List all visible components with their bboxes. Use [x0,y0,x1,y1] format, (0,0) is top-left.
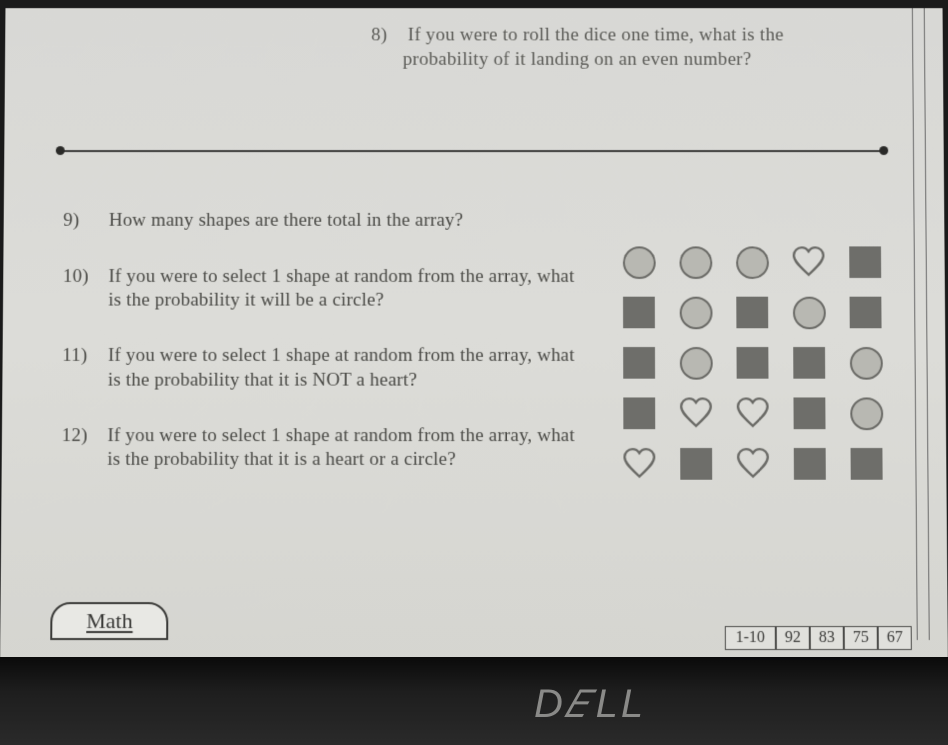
heart-icon [791,245,827,280]
question-8: 8) If you were to roll the dice one time… [371,24,923,72]
worksheet-screen: 8) If you were to roll the dice one time… [0,8,948,670]
monitor-bezel: DELL [0,657,948,745]
circle-icon [848,396,884,432]
question-12: 12)If you were to select 1 shape at rand… [61,424,589,472]
heart-icon [621,446,657,482]
score-cell: 67 [878,626,912,650]
square-icon [734,295,770,331]
question-number: 9) [63,209,109,233]
shape-row [621,345,906,381]
square-icon [678,446,714,482]
worksheet-page: 8) If you were to roll the dice one time… [0,8,948,670]
question-11: 11)If you were to select 1 shape at rand… [62,344,589,392]
circle-icon [734,245,770,280]
scorebar: 1-1092837567 [724,626,911,650]
question-8-line2: probability of it landing on an even num… [403,48,924,72]
question-number: 12) [61,424,107,472]
scorebar-container: 1-1092837567 [724,626,911,650]
shape-array-figure [607,209,907,504]
circle-icon [678,295,714,331]
square-icon [621,295,657,331]
heart-icon [735,396,771,432]
circle-icon [791,295,827,331]
score-cell: 92 [776,626,810,650]
square-icon [848,295,884,331]
heart-icon [735,446,771,482]
square-icon [792,446,828,482]
questions-column: 9)How many shapes are there total in the… [61,209,607,504]
shape-row [621,446,906,482]
question-text: How many shapes are there total in the a… [109,209,589,233]
square-icon [621,396,657,432]
shape-row [621,295,905,331]
question-10: 10)If you were to select 1 shape at rand… [63,265,590,313]
dell-logo: DELL [534,682,646,727]
circle-icon [678,345,714,381]
shape-row [621,396,906,432]
question-number: 11) [62,344,108,392]
square-icon [847,245,883,280]
section-divider [60,150,884,152]
shape-row [621,245,905,280]
square-icon [621,345,657,381]
score-cell: 83 [810,626,844,650]
circle-icon [848,345,884,381]
heart-icon [678,396,714,432]
question-text: If you were to select 1 shape at random … [108,344,590,392]
lower-section: 9)How many shapes are there total in the… [21,209,926,504]
question-number: 10) [63,265,109,313]
circle-icon [677,245,713,280]
worksheet-footer: Math 1-1092837567 [20,606,918,640]
circle-icon [621,245,657,280]
question-text: If you were to select 1 shape at random … [107,424,589,472]
question-8-number: 8) [371,24,403,48]
square-icon [791,396,827,432]
question-text: If you were to select 1 shape at random … [108,265,589,313]
subject-tab: Math [50,602,169,640]
square-icon [849,446,885,482]
score-range-label: 1-10 [724,626,775,650]
square-icon [791,345,827,381]
square-icon [735,345,771,381]
score-cell: 75 [844,626,878,650]
question-9: 9)How many shapes are there total in the… [63,209,589,233]
question-8-line1: If you were to roll the dice one time, w… [408,25,784,46]
